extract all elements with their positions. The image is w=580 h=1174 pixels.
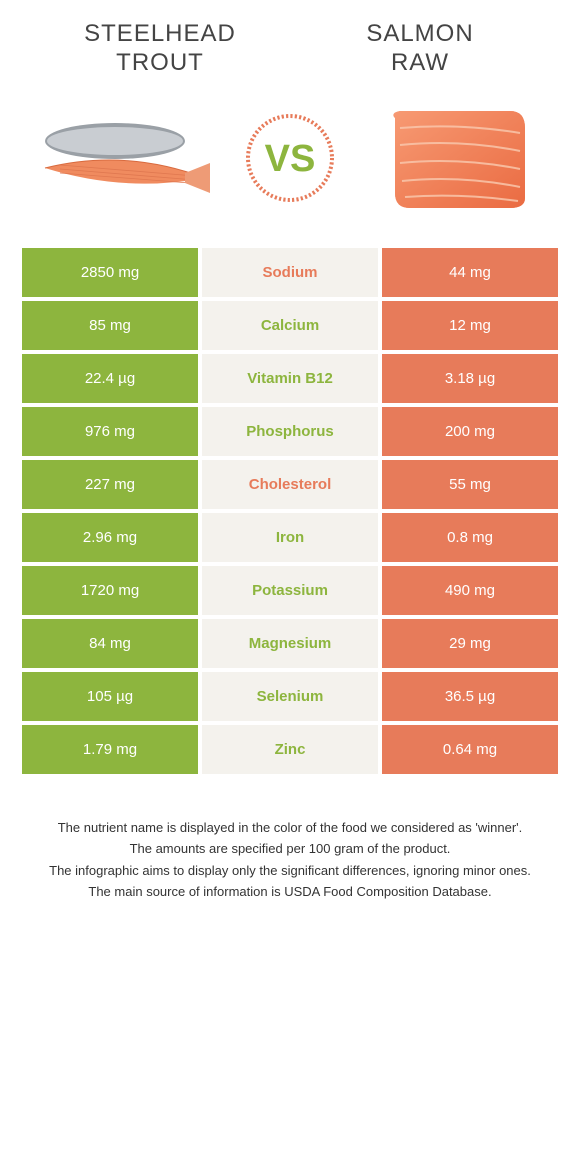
right-value: 29 mg: [382, 619, 558, 668]
right-value: 44 mg: [382, 248, 558, 297]
left-value: 227 mg: [22, 460, 202, 509]
nutrient-name: Potassium: [202, 566, 382, 615]
footnotes: The nutrient name is displayed in the co…: [30, 818, 550, 902]
right-value: 0.64 mg: [382, 725, 558, 774]
right-value: 0.8 mg: [382, 513, 558, 562]
vs-text: VS: [265, 138, 316, 180]
table-row: 84 mgMagnesium29 mg: [22, 619, 558, 672]
nutrient-name: Calcium: [202, 301, 382, 350]
nutrient-name: Phosphorus: [202, 407, 382, 456]
comparison-table: 2850 mgSodium44 mg85 mgCalcium12 mg22.4 …: [22, 248, 558, 778]
vs-badge: VS: [245, 113, 335, 203]
nutrient-name: Selenium: [202, 672, 382, 721]
table-row: 1720 mgPotassium490 mg: [22, 566, 558, 619]
nutrient-name: Sodium: [202, 248, 382, 297]
left-value: 976 mg: [22, 407, 202, 456]
right-value: 12 mg: [382, 301, 558, 350]
table-row: 105 µgSelenium36.5 µg: [22, 672, 558, 725]
nutrient-name: Magnesium: [202, 619, 382, 668]
right-value: 36.5 µg: [382, 672, 558, 721]
left-value: 105 µg: [22, 672, 202, 721]
table-row: 2.96 mgIron0.8 mg: [22, 513, 558, 566]
images-row: VS: [0, 88, 580, 248]
table-row: 1.79 mgZinc0.64 mg: [22, 725, 558, 778]
right-value: 200 mg: [382, 407, 558, 456]
left-value: 85 mg: [22, 301, 202, 350]
steelhead-trout-image: [40, 98, 210, 218]
footnote-line: The main source of information is USDA F…: [30, 882, 550, 902]
nutrient-name: Vitamin B12: [202, 354, 382, 403]
footnote-line: The nutrient name is displayed in the co…: [30, 818, 550, 838]
left-value: 1720 mg: [22, 566, 202, 615]
right-food-title: Salmon raw: [320, 20, 520, 78]
right-value: 55 mg: [382, 460, 558, 509]
left-food-title: Steelhead trout: [60, 20, 260, 78]
left-value: 1.79 mg: [22, 725, 202, 774]
table-row: 976 mgPhosphorus200 mg: [22, 407, 558, 460]
left-value: 84 mg: [22, 619, 202, 668]
salmon-raw-image: [370, 98, 540, 218]
header: Steelhead trout Salmon raw: [0, 0, 580, 88]
left-value: 2.96 mg: [22, 513, 202, 562]
nutrient-name: Cholesterol: [202, 460, 382, 509]
right-value: 3.18 µg: [382, 354, 558, 403]
left-value: 22.4 µg: [22, 354, 202, 403]
table-row: 85 mgCalcium12 mg: [22, 301, 558, 354]
table-row: 227 mgCholesterol55 mg: [22, 460, 558, 513]
footnote-line: The amounts are specified per 100 gram o…: [30, 839, 550, 859]
table-row: 22.4 µgVitamin B123.18 µg: [22, 354, 558, 407]
footnote-line: The infographic aims to display only the…: [30, 861, 550, 881]
table-row: 2850 mgSodium44 mg: [22, 248, 558, 301]
nutrient-name: Zinc: [202, 725, 382, 774]
right-value: 490 mg: [382, 566, 558, 615]
nutrient-name: Iron: [202, 513, 382, 562]
left-value: 2850 mg: [22, 248, 202, 297]
